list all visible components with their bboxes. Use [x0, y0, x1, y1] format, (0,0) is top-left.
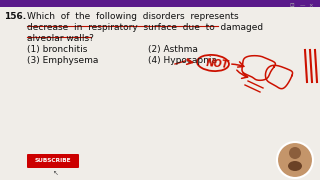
Ellipse shape — [288, 161, 302, 171]
Text: Which  of  the  following  disorders  represents: Which of the following disorders represe… — [27, 12, 239, 21]
Text: (2) Asthma: (2) Asthma — [148, 45, 198, 54]
Text: NOT: NOT — [206, 58, 230, 70]
Bar — [0, 0, 320, 7]
Text: ×: × — [309, 3, 313, 8]
FancyBboxPatch shape — [27, 154, 79, 168]
Text: ↖: ↖ — [53, 170, 59, 176]
Text: ⊡: ⊡ — [290, 3, 294, 8]
Text: (4) Hypocapnia: (4) Hypocapnia — [148, 56, 217, 65]
Text: (3) Emphysema: (3) Emphysema — [27, 56, 98, 65]
Circle shape — [277, 142, 313, 178]
Circle shape — [289, 147, 301, 159]
Text: decrease  in  respiratory  surface  due  to  damaged: decrease in respiratory surface due to d… — [27, 23, 263, 32]
Text: —: — — [299, 3, 305, 8]
Text: (1) bronchitis: (1) bronchitis — [27, 45, 87, 54]
Text: alveolar walls?: alveolar walls? — [27, 34, 94, 43]
Text: 156.: 156. — [4, 12, 26, 21]
Text: SUBSCRIBE: SUBSCRIBE — [35, 159, 71, 163]
